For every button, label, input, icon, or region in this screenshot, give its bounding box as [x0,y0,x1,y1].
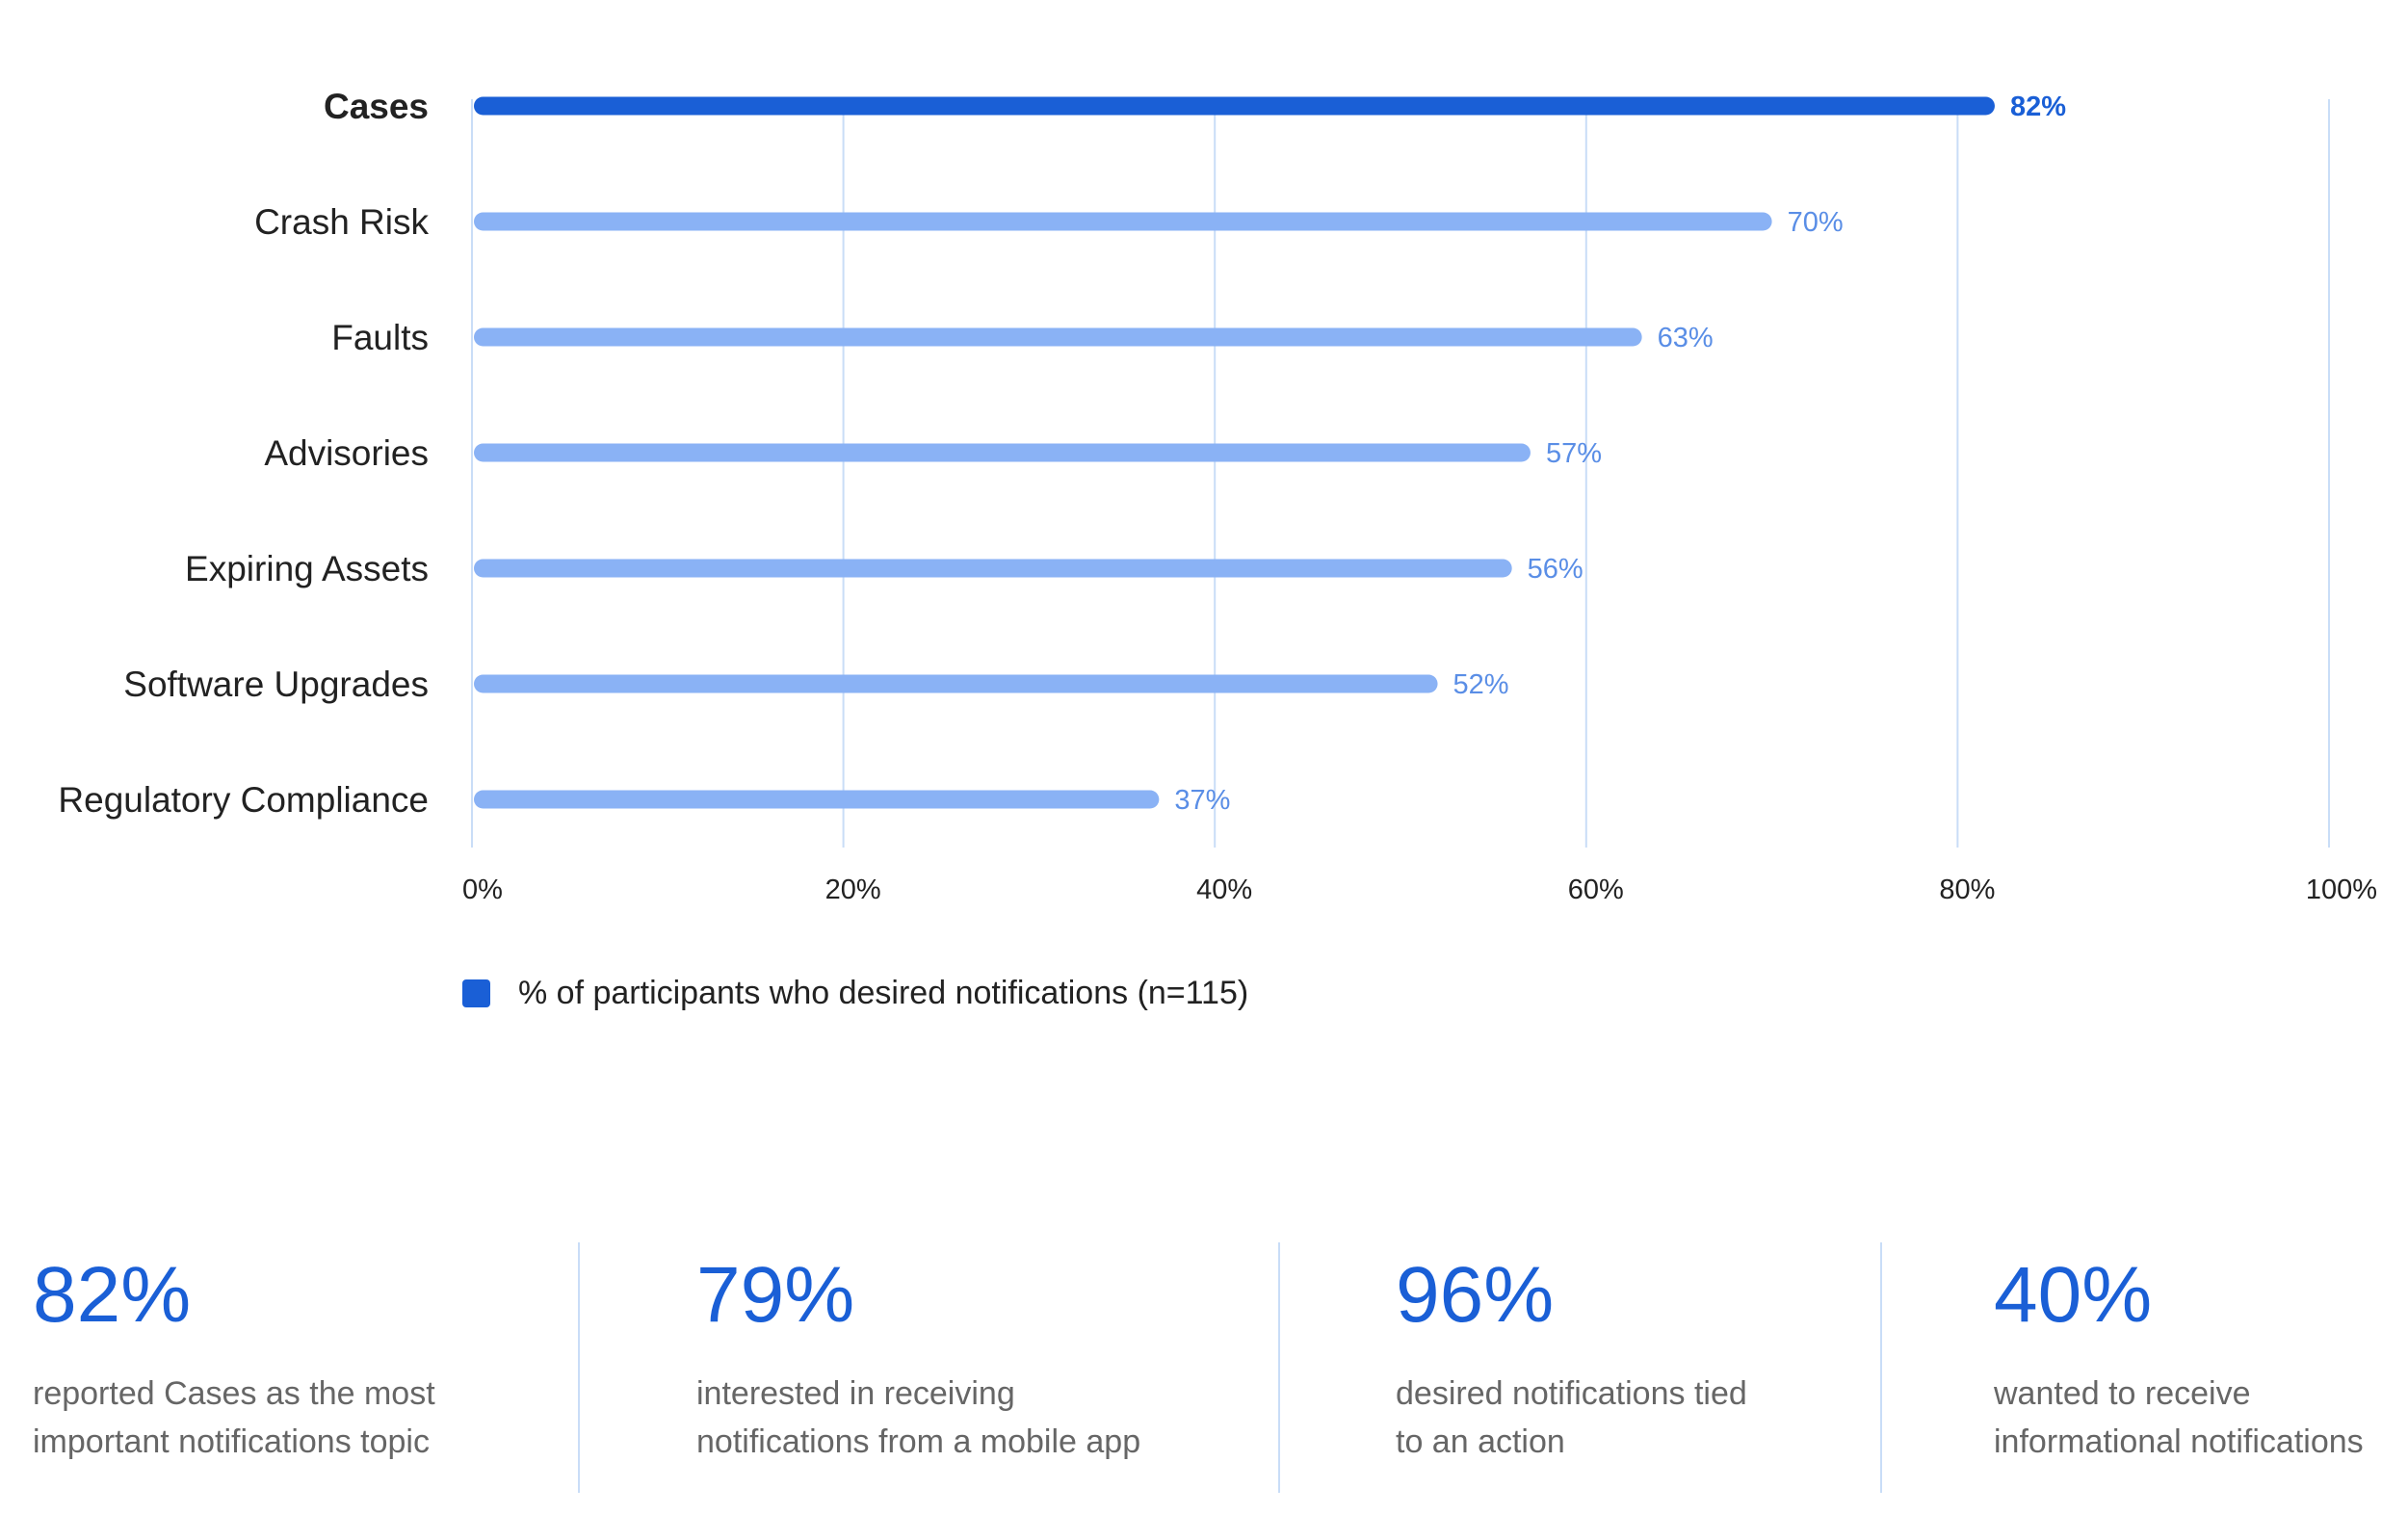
value-label: 82% [2010,91,2066,122]
x-tick-label: 40% [1196,874,1252,905]
stat-description-line: wanted to receive [1994,1375,2251,1412]
stat-description-line: reported Cases as the most [33,1375,435,1412]
category-label: Software Upgrades [123,665,429,704]
category-label: Crash Risk [254,202,429,242]
category-label: Advisories [264,433,429,473]
value-label: 57% [1546,438,1602,469]
stat-description-line: interested in receiving [696,1375,1015,1412]
bars-group [474,96,1995,809]
value-label: 52% [1453,669,1509,700]
stat-value: 96% [1396,1251,1555,1339]
divider [578,1242,580,1493]
bar-software-upgrades [474,674,1438,693]
stats-row: 82% reported Cases as the most important… [0,1242,2408,1493]
x-tick-label: 80% [1939,874,1995,905]
stat-cases-most-important: 82% reported Cases as the most important… [33,1242,572,1466]
category-labels: Cases Crash Risk Faults Advisories Expiring … [58,87,429,820]
x-tick-label: 60% [1568,874,1624,905]
stat-description: reported Cases as the most important not… [33,1370,572,1466]
x-tick-label: 0% [462,874,503,905]
stat-value: 79% [696,1251,855,1339]
bar-faults [474,327,1642,347]
legend: % of participants who desired notificati… [462,975,1248,1012]
bar-expiring-assets [474,559,1512,578]
category-label: Regulatory Compliance [58,780,429,820]
stat-description: desired notifications tied to an action [1396,1370,1935,1466]
stat-value: 82% [33,1251,192,1339]
bar-advisories [474,443,1531,462]
stat-description-line: desired notifications tied [1396,1375,1747,1412]
category-label: Expiring Assets [185,549,429,588]
stat-description-line: informational notifications [1994,1423,2364,1460]
stat-action-tied: 96% desired notifications tied to an act… [1396,1242,1935,1466]
bar-regulatory-compliance [474,790,1160,809]
category-label: Faults [331,318,429,357]
stat-mobile-app-interest: 79% interested in receiving notification… [696,1242,1236,1466]
stat-description: interested in receiving notifications fr… [696,1370,1236,1466]
x-tick-label: 20% [825,874,881,905]
stat-description: wanted to receive informational notifica… [1994,1370,2398,1466]
bar-chart: Cases Crash Risk Faults Advisories Expiring … [58,87,2377,905]
divider [1278,1242,1280,1493]
value-label: 70% [1788,207,1844,238]
legend-label: % of participants who desired notificati… [518,975,1249,1011]
stat-description-line: important notifications topic [33,1423,430,1460]
value-label: 37% [1174,785,1230,816]
value-labels: 82% 70% 63% 57% 56% 52% 37% [1174,91,2066,816]
value-label: 63% [1658,323,1714,353]
stat-description-line: notifications from a mobile app [696,1423,1141,1460]
legend-swatch [462,979,490,1007]
bar-crash-risk [474,212,1772,231]
x-tick-label: 100% [2306,874,2377,905]
x-axis-tick-labels: 0% 20% 40% 60% 80% 100% [462,874,2377,905]
stat-description-line: to an action [1396,1423,1565,1460]
stat-informational: 40% wanted to receive informational noti… [1994,1242,2398,1466]
stat-value: 40% [1994,1251,2153,1339]
category-label: Cases [324,87,429,126]
grid-lines [471,99,2330,848]
value-label: 56% [1528,554,1584,585]
divider [1880,1242,1882,1493]
bar-cases [474,96,1995,116]
